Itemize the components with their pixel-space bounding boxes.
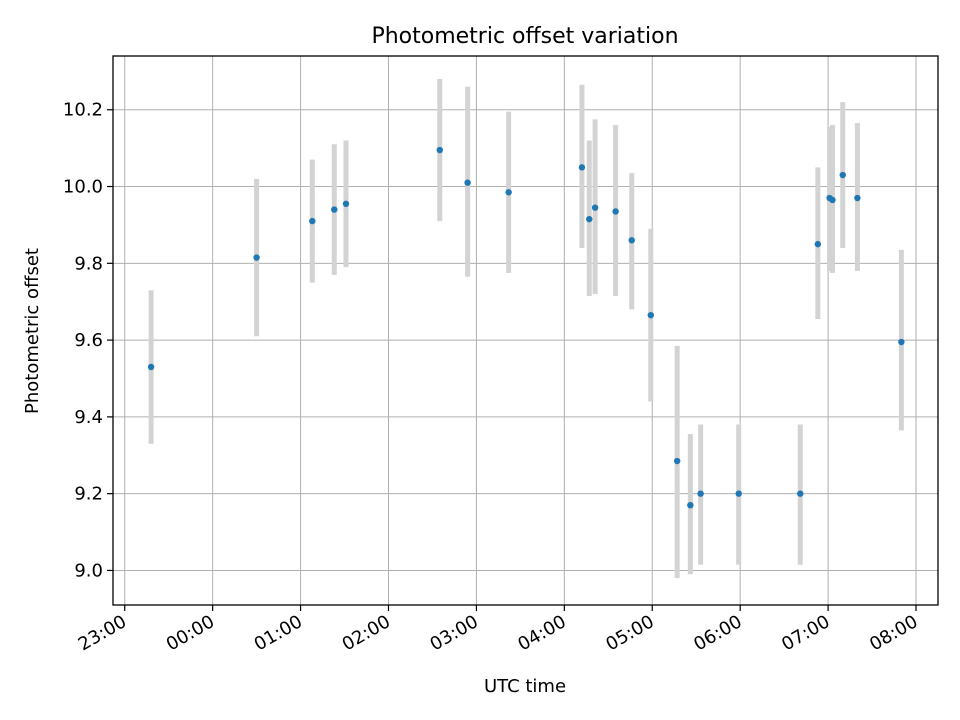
y-tick-label: 9.8 [74,253,103,274]
y-tick-label: 10.2 [63,100,103,121]
data-point [342,200,350,208]
x-tick-label: 08:00 [866,611,921,655]
data-point [331,206,338,213]
y-tick-label: 9.6 [74,330,103,351]
data-point [673,457,681,465]
grid-lines [113,56,938,605]
data-point [797,490,804,497]
data-points [147,146,905,509]
y-tick-label: 10.0 [63,177,103,198]
data-point [898,338,905,346]
data-point [839,171,846,179]
x-tick-label: 23:00 [75,611,130,655]
data-point [505,189,512,196]
data-point [591,204,599,211]
axis-ticks: 23:00 00:00 01:00 02:00 03:00 04:00 05:00 06:00… [63,100,922,656]
data-point [586,215,593,223]
x-tick-label: 03:00 [426,611,481,655]
data-point [628,237,635,244]
data-point [829,196,836,204]
x-tick-label: 02:00 [339,611,394,655]
x-axis-label: UTC time [484,676,566,697]
y-axis-label: Photometric offset [22,248,43,414]
data-point [612,208,619,215]
data-point [147,363,155,371]
y-tick-label: 9.0 [74,560,103,581]
x-tick-label: 05:00 [602,611,657,655]
y-tick-label: 9.4 [74,407,103,428]
x-tick-label: 04:00 [514,611,569,655]
data-point [464,179,471,186]
data-point [578,164,586,171]
error-bars [148,79,904,579]
x-tick-label: 01:00 [251,611,306,655]
data-point [814,240,822,248]
data-point [735,490,742,497]
data-point [436,146,443,154]
data-point [253,254,260,261]
y-tick-label: 9.2 [74,484,103,505]
chart-title: Photometric offset variation [371,24,678,49]
data-point [697,490,704,497]
x-tick-label: 06:00 [690,611,745,655]
x-tick-label: 07:00 [778,611,833,655]
data-point [309,217,316,225]
x-tick-label: 00:00 [163,611,218,655]
data-point [687,501,694,509]
data-point [647,311,654,319]
data-point [854,194,861,202]
plot-frame [112,55,939,606]
